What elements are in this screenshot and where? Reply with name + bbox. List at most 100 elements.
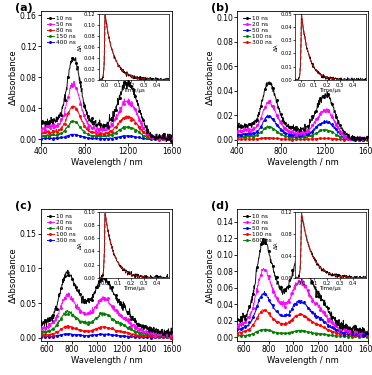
300 ns [366,138,371,142]
40 ns [39,331,43,335]
100 ns [278,132,283,136]
10 ns [170,333,174,337]
50 ns [366,332,371,337]
40 ns [91,318,95,322]
20 ns [82,310,86,314]
600 ns [287,330,292,335]
100 ns [318,128,322,133]
600 ns [366,334,371,339]
300 ns [278,137,283,141]
20 ns [235,324,240,328]
20 ns [54,314,59,318]
10 ns [71,55,75,60]
20 ns [318,308,322,312]
80 ns [82,121,86,125]
50 ns [287,310,292,315]
50 ns [170,136,174,140]
300 ns [235,137,240,142]
100 ns [265,124,270,128]
Line: 20 ns: 20 ns [237,268,369,338]
100 ns [91,327,95,332]
10 ns [366,328,371,332]
20 ns [362,139,367,143]
150 ns [121,125,126,130]
40 ns [134,329,138,334]
400 ns [134,135,138,139]
20 ns [287,298,292,303]
100 ns [260,308,265,312]
10 ns [318,295,322,300]
20 ns [91,310,95,314]
50 ns [287,131,292,136]
10 ns [170,133,174,138]
50 ns [54,124,59,128]
300 ns [151,336,155,340]
300 ns [121,334,126,339]
Line: 80 ns: 80 ns [40,105,173,141]
80 ns [134,121,138,125]
600 ns [330,333,334,338]
40 ns [82,321,86,326]
Legend: 10 ns, 20 ns, 50 ns, 100 ns, 300 ns: 10 ns, 20 ns, 50 ns, 100 ns, 300 ns [241,14,274,46]
Line: 10 ns: 10 ns [40,57,173,142]
20 ns [251,126,255,131]
20 ns [235,129,240,134]
150 ns [167,138,171,142]
100 ns [287,134,292,138]
10 ns [251,120,255,125]
10 ns [121,303,126,308]
Line: 50 ns: 50 ns [40,80,173,141]
10 ns [267,80,272,84]
10 ns [54,116,59,120]
50 ns [251,131,255,135]
150 ns [134,127,139,132]
10 ns [39,322,43,326]
150 ns [72,119,76,123]
300 ns [262,135,266,140]
10 ns [235,316,240,321]
100 ns [251,322,255,327]
Line: 100 ns: 100 ns [237,125,369,141]
Text: (c): (c) [15,201,32,211]
600 ns [360,335,364,340]
100 ns [362,138,366,142]
10 ns [65,268,70,272]
10 ns [358,139,363,143]
80 ns [91,130,95,135]
10 ns [278,112,283,117]
40 ns [121,323,126,328]
300 ns [330,136,334,141]
100 ns [235,134,240,139]
50 ns [330,123,334,128]
20 ns [330,112,334,116]
20 ns [359,335,363,340]
100 ns [170,335,174,339]
20 ns [170,332,174,337]
10 ns [363,334,368,339]
50 ns [331,124,335,129]
150 ns [39,134,43,138]
100 ns [318,323,322,328]
50 ns [318,316,322,321]
20 ns [331,321,335,325]
40 ns [134,331,139,335]
50 ns [331,326,335,331]
300 ns [54,334,59,339]
Line: 300 ns: 300 ns [40,333,173,339]
10 ns [331,104,335,109]
Line: 20 ns: 20 ns [237,99,369,142]
20 ns [134,324,138,328]
10 ns [318,96,322,100]
Line: 20 ns: 20 ns [40,292,173,338]
10 ns [39,121,43,125]
20 ns [262,266,266,271]
50 ns [166,138,171,143]
50 ns [39,129,43,134]
10 ns [287,124,292,129]
300 ns [91,333,95,338]
300 ns [39,335,43,339]
100 ns [331,330,335,334]
100 ns [54,330,59,334]
50 ns [265,113,270,117]
300 ns [287,137,292,141]
